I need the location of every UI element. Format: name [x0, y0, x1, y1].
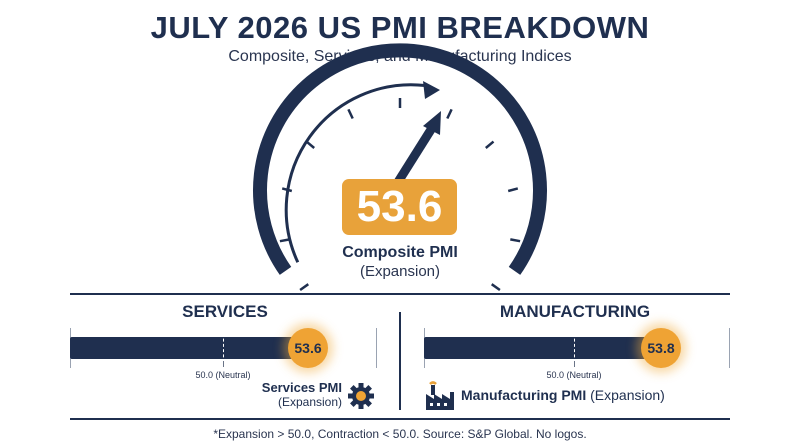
composite-value-badge: 53.6 [342, 179, 457, 235]
services-neutral-guide [223, 361, 224, 367]
manufacturing-caption-status: (Expansion) [590, 387, 665, 403]
gauge-tick [299, 283, 310, 292]
gauge-outer-arc [253, 43, 547, 275]
gauge-inner-arrowhead [423, 81, 440, 99]
manufacturing-section-title: MANUFACTURING [499, 302, 651, 321]
gauge-tick [490, 283, 501, 292]
gauge-tick [507, 187, 519, 193]
manufacturing-bar [424, 337, 664, 359]
page-title: JULY 2026 US PMI BREAKDOWN [150, 10, 650, 45]
gauge-inner-arc [284, 83, 426, 263]
gauge-tick [347, 108, 354, 120]
section-divider-top [70, 293, 730, 295]
services-caption: Services PMI (Expansion) [242, 380, 342, 409]
gauge-tick [485, 140, 495, 149]
composite-gauge [253, 43, 547, 292]
services-neutral-label: 50.0 (Neutral) [195, 370, 251, 380]
composite-status: (Expansion) [359, 263, 441, 280]
manufacturing-neutral-marker [574, 328, 575, 368]
factory-icon [426, 381, 454, 410]
services-value-bubble: 53.6 [288, 328, 328, 368]
gauge-tick [279, 238, 290, 243]
gauge-tick [281, 187, 293, 193]
composite-label: Composite PMI [342, 244, 458, 261]
footnote: *Expansion > 50.0, Contraction < 50.0. S… [213, 427, 587, 441]
services-bar-end-right [376, 328, 377, 368]
gauge-tick [446, 108, 453, 120]
manufacturing-neutral-label: 50.0 (Neutral) [546, 370, 602, 380]
manufacturing-caption: Manufacturing PMI (Expansion) [461, 387, 701, 403]
section-divider-bottom [70, 418, 730, 420]
services-section-title: SERVICES [182, 302, 268, 321]
services-neutral-marker [223, 328, 224, 368]
manufacturing-neutral-guide [574, 361, 575, 367]
gauge-tick [510, 238, 521, 243]
gear-icon [348, 383, 374, 409]
gauge-ticks [279, 98, 521, 292]
services-caption-name: Services PMI [261, 380, 342, 395]
manufacturing-value-bubble: 53.8 [641, 328, 681, 368]
gauge-tick [305, 140, 315, 149]
services-bar [70, 337, 310, 359]
services-caption-status: (Expansion) [277, 395, 342, 409]
gauge-needle [394, 111, 441, 185]
manufacturing-caption-name: Manufacturing PMI [461, 387, 587, 403]
manufacturing-bar-end-right [729, 328, 730, 368]
section-divider-vertical [399, 312, 401, 410]
